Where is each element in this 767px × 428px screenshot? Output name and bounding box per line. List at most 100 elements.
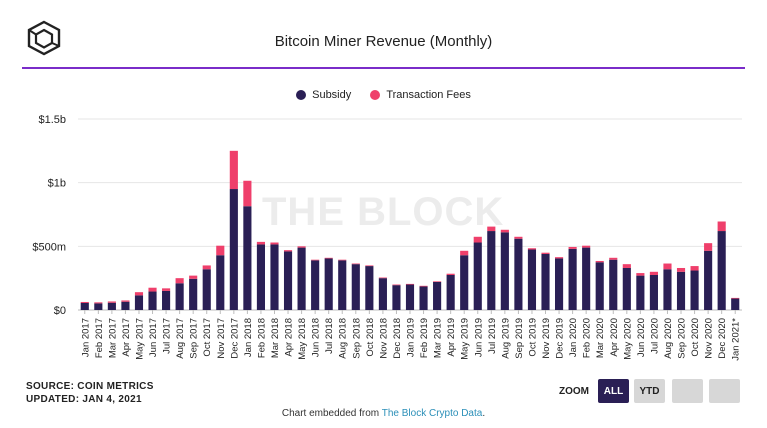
bar-subsidy[interactable] <box>622 267 631 310</box>
bar-subsidy[interactable] <box>297 247 306 310</box>
bar-subsidy[interactable] <box>690 270 699 310</box>
bar-transaction-fees[interactable] <box>717 221 726 232</box>
bar-transaction-fees[interactable] <box>514 236 523 239</box>
bar-subsidy[interactable] <box>121 301 130 310</box>
bar-transaction-fees[interactable] <box>676 267 686 272</box>
bar-subsidy[interactable] <box>94 303 103 310</box>
bar-subsidy[interactable] <box>676 271 686 310</box>
bar-subsidy[interactable] <box>554 258 564 310</box>
bar-subsidy[interactable] <box>189 278 198 310</box>
bar-subsidy[interactable] <box>582 247 591 310</box>
bar-subsidy[interactable] <box>609 259 618 310</box>
bar-transaction-fees[interactable] <box>527 248 537 250</box>
bar-subsidy[interactable] <box>338 260 347 310</box>
bar-subsidy[interactable] <box>324 258 333 310</box>
bar-transaction-fees[interactable] <box>311 259 320 261</box>
zoom-extra-button-2[interactable] <box>709 379 740 403</box>
bar-subsidy[interactable] <box>80 302 89 310</box>
bar-transaction-fees[interactable] <box>690 266 699 271</box>
bar-subsidy[interactable] <box>216 255 225 310</box>
bar-subsidy[interactable] <box>256 244 266 310</box>
bar-transaction-fees[interactable] <box>351 263 360 265</box>
bar-transaction-fees[interactable] <box>107 301 116 303</box>
legend-item-subsidy[interactable]: Subsidy <box>296 89 351 101</box>
bar-transaction-fees[interactable] <box>365 265 374 267</box>
bar-transaction-fees[interactable] <box>500 229 509 233</box>
bar-transaction-fees[interactable] <box>663 263 672 270</box>
bar-subsidy[interactable] <box>229 189 238 310</box>
bar-subsidy[interactable] <box>717 231 726 310</box>
bar-subsidy[interactable] <box>283 251 293 310</box>
zoom-all-button[interactable]: ALL <box>598 379 629 403</box>
bar-subsidy[interactable] <box>405 284 415 310</box>
bar-subsidy[interactable] <box>541 253 550 310</box>
bar-subsidy[interactable] <box>419 286 428 310</box>
bar-subsidy[interactable] <box>351 264 360 310</box>
bar-transaction-fees[interactable] <box>554 257 564 259</box>
bar-subsidy[interactable] <box>704 250 713 310</box>
bar-transaction-fees[interactable] <box>216 245 225 256</box>
bar-subsidy[interactable] <box>107 302 116 310</box>
bar-transaction-fees[interactable] <box>487 226 496 232</box>
bar-transaction-fees[interactable] <box>568 246 577 249</box>
bar-transaction-fees[interactable] <box>134 292 144 296</box>
bar-transaction-fees[interactable] <box>94 302 103 304</box>
bar-subsidy[interactable] <box>134 295 144 310</box>
zoom-extra-button-1[interactable] <box>672 379 703 403</box>
bar-transaction-fees[interactable] <box>283 250 293 252</box>
bar-subsidy[interactable] <box>663 269 672 310</box>
bar-transaction-fees[interactable] <box>609 257 618 260</box>
legend-item-fees[interactable]: Transaction Fees <box>370 89 471 101</box>
bar-transaction-fees[interactable] <box>162 288 171 291</box>
bar-subsidy[interactable] <box>148 291 157 310</box>
bar-subsidy[interactable] <box>433 281 442 310</box>
bar-transaction-fees[interactable] <box>731 297 740 299</box>
bar-transaction-fees[interactable] <box>189 275 198 279</box>
bar-subsidy[interactable] <box>568 248 577 310</box>
bar-subsidy[interactable] <box>473 242 482 310</box>
bar-transaction-fees[interactable] <box>446 273 455 275</box>
bar-transaction-fees[interactable] <box>405 283 415 285</box>
bar-transaction-fees[interactable] <box>229 150 238 190</box>
bar-transaction-fees[interactable] <box>636 273 645 276</box>
footer-link[interactable]: The Block Crypto Data <box>381 408 483 419</box>
bar-subsidy[interactable] <box>595 262 604 310</box>
bar-transaction-fees[interactable] <box>270 242 279 245</box>
bar-transaction-fees[interactable] <box>256 241 266 245</box>
bar-subsidy[interactable] <box>392 285 401 310</box>
bar-subsidy[interactable] <box>636 275 645 310</box>
bar-transaction-fees[interactable] <box>148 287 157 292</box>
bar-transaction-fees[interactable] <box>419 285 428 287</box>
bar-transaction-fees[interactable] <box>392 284 401 286</box>
bar-subsidy[interactable] <box>270 244 279 310</box>
bar-transaction-fees[interactable] <box>460 250 469 256</box>
bar-transaction-fees[interactable] <box>297 246 306 248</box>
bar-subsidy[interactable] <box>378 278 387 310</box>
bar-subsidy[interactable] <box>202 269 211 310</box>
bar-transaction-fees[interactable] <box>338 259 347 261</box>
bar-transaction-fees[interactable] <box>649 271 658 275</box>
bar-subsidy[interactable] <box>514 238 523 310</box>
bar-subsidy[interactable] <box>487 231 496 310</box>
bar-transaction-fees[interactable] <box>473 236 482 243</box>
bar-transaction-fees[interactable] <box>541 252 550 254</box>
bar-subsidy[interactable] <box>162 290 171 310</box>
bar-subsidy[interactable] <box>311 260 320 310</box>
bar-transaction-fees[interactable] <box>378 277 387 279</box>
bar-transaction-fees[interactable] <box>433 281 442 282</box>
bar-transaction-fees[interactable] <box>582 245 591 248</box>
bar-subsidy[interactable] <box>527 249 537 310</box>
bar-transaction-fees[interactable] <box>324 257 333 259</box>
bar-subsidy[interactable] <box>365 266 374 310</box>
bar-subsidy[interactable] <box>500 232 509 310</box>
bar-subsidy[interactable] <box>175 283 184 310</box>
bar-subsidy[interactable] <box>460 255 469 310</box>
bar-subsidy[interactable] <box>731 298 740 310</box>
bar-transaction-fees[interactable] <box>622 264 631 268</box>
zoom-ytd-button[interactable]: YTD <box>634 379 665 403</box>
bar-transaction-fees[interactable] <box>595 260 604 263</box>
bar-transaction-fees[interactable] <box>243 180 252 207</box>
bar-transaction-fees[interactable] <box>80 301 89 303</box>
bar-transaction-fees[interactable] <box>202 265 211 270</box>
bar-subsidy[interactable] <box>446 274 455 310</box>
